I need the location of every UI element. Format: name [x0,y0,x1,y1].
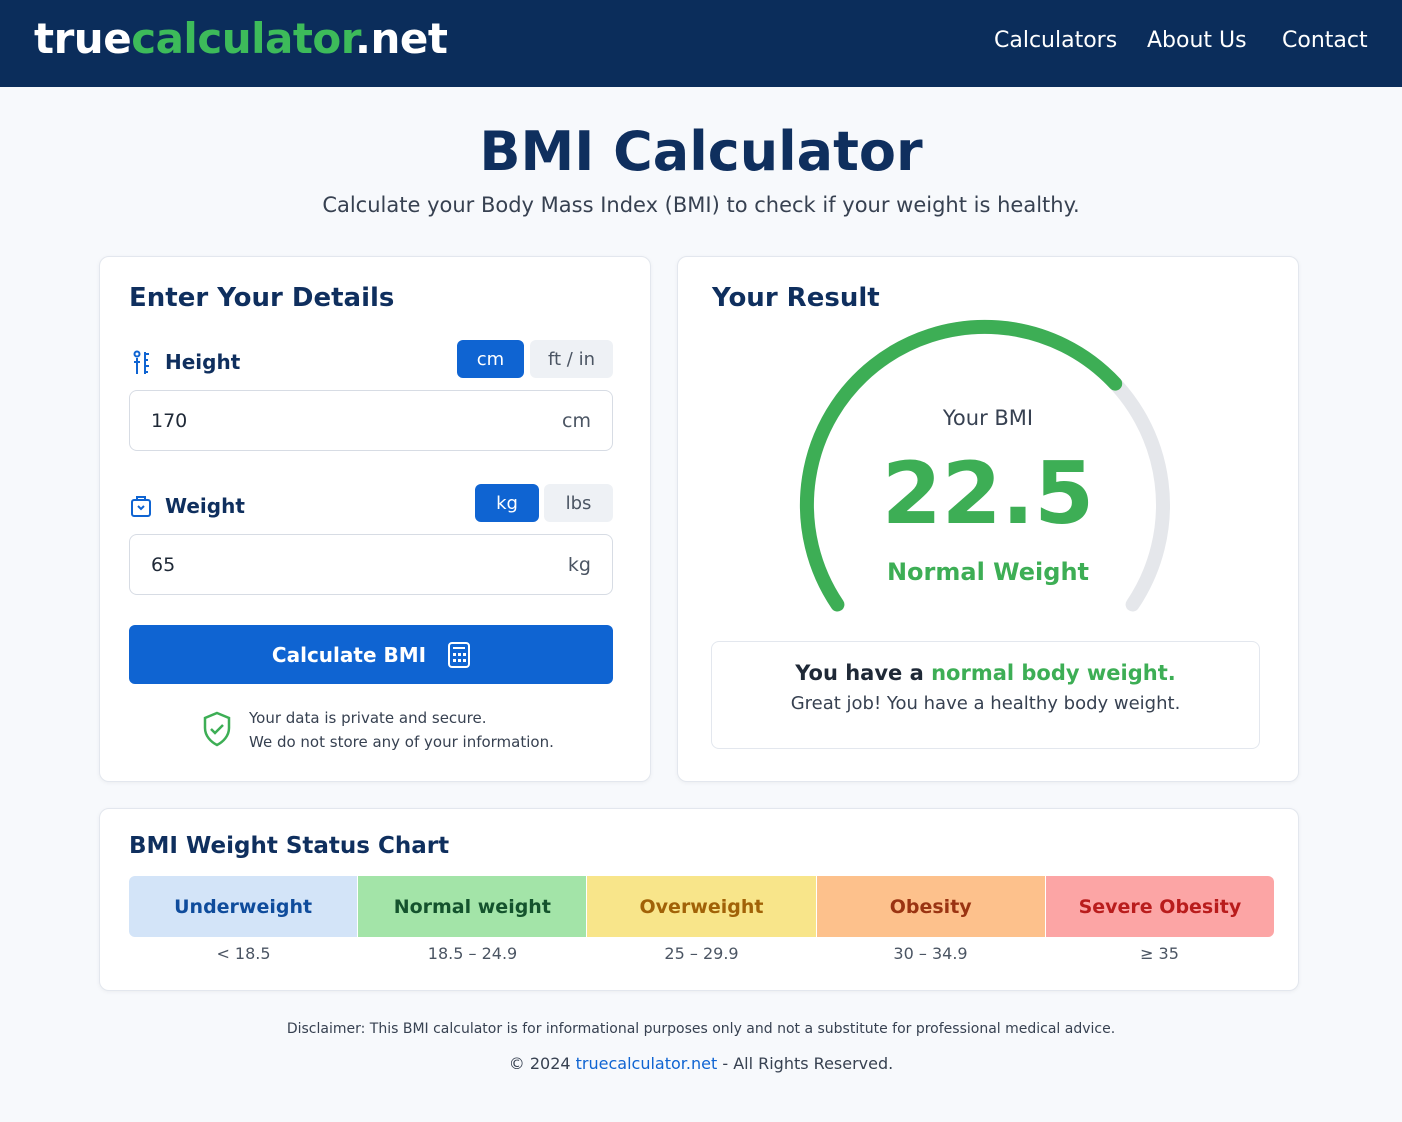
bmi-value: 22.5 [881,444,1095,544]
gauge-fill [799,319,1123,612]
status-range: 25 – 29.9 [664,944,739,963]
unit-toggle[interactable]: cm [457,340,524,378]
calculator-icon [448,641,471,668]
nav-link[interactable]: Contact [1282,28,1368,53]
status-category: Normal weight [357,876,587,937]
unit-toggle[interactable]: kg [475,484,539,522]
footer-link[interactable]: truecalculator.net [575,1054,718,1073]
copyright-text: © 2024 [508,1054,576,1073]
field-label: Weight [165,494,245,518]
logo-text: .net [355,14,448,63]
input-unit: cm [562,409,591,432]
calculate-button[interactable]: Calculate BMI [129,625,613,684]
logo-text: calculator [131,14,356,63]
unit-toggle[interactable]: ft / in [530,340,613,378]
bmi-status: Normal Weight [886,558,1090,586]
message-text: You have a [795,661,932,685]
card-title: Enter Your Details [129,283,395,313]
unit-toggle[interactable]: lbs [544,484,613,522]
nav-link[interactable]: Calculators [994,28,1118,53]
input-unit: kg [567,553,591,576]
shield-icon [203,711,231,747]
status-category: Overweight [586,876,816,937]
status-category: Severe Obesity [1044,876,1274,937]
height-input[interactable]: 170 cm [129,390,613,451]
bmi-label: Your BMI [942,406,1034,430]
result-card [677,256,1299,782]
copyright-text: - All Rights Reserved. [717,1054,894,1073]
top-bar: truecalculator.net Calculators About Us … [0,0,1402,87]
status-bar: Underweight Normal weight Overweight Obesit… [129,876,1274,937]
message-highlight: normal body weight. [931,661,1176,685]
message-detail: Great job! You have a healthy body weigh… [790,693,1181,714]
button-label: Calculate BMI [271,642,427,667]
logo-text: true [34,14,132,63]
page-title: BMI Calculator [479,120,923,183]
logo[interactable]: truecalculator.net [34,14,448,63]
privacy-note: Your data is private and secure. We do no… [249,706,554,754]
page-subtitle: Calculate your Body Mass Index (BMI) to … [322,193,1080,217]
field-label: Height [165,350,241,374]
height-icon [133,350,149,374]
input-value: 65 [151,553,176,576]
status-range: 30 – 34.9 [893,944,968,963]
nav-link[interactable]: About Us [1147,28,1247,53]
card-title: BMI Weight Status Chart [129,833,450,859]
status-range: 18.5 – 24.9 [427,944,518,963]
disclaimer: Disclaimer: This BMI calculator is for i… [286,1021,1116,1037]
note-line: We do not store any of your information. [249,733,554,751]
status-range: < 18.5 [216,944,271,963]
copyright: © 2024 truecalculator.net - All Rights R… [0,1054,1402,1073]
status-range: ≥ 35 [1140,944,1179,963]
status-category: Underweight [129,876,358,937]
bmi-gauge [799,319,1170,612]
weight-input[interactable]: 65 kg [129,534,613,595]
weight-icon [131,496,151,517]
input-value: 170 [151,409,188,432]
card-title: Your Result [712,283,880,313]
message-line: You have a normal body weight. [712,661,1259,685]
note-line: Your data is private and secure. [249,709,487,727]
status-ranges: < 18.5 18.5 – 24.9 25 – 29.9 30 – 34.9 ≥ 35 [129,944,1274,963]
status-category: Obesity [815,876,1045,937]
result-message: You have a normal body weight. Great job… [711,641,1260,749]
